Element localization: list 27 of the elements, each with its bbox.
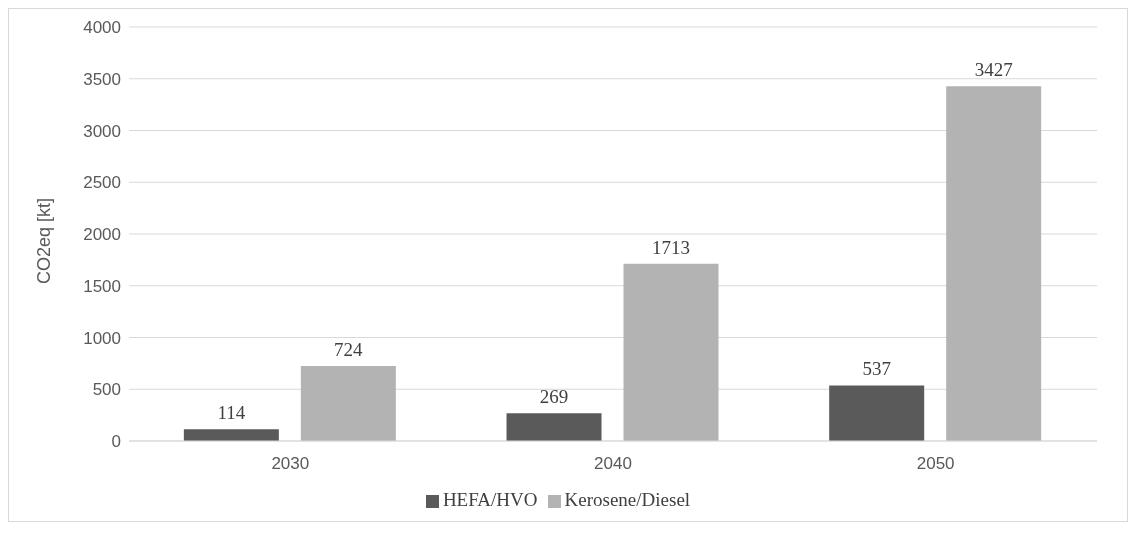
x-tick-label: 2040 <box>594 454 632 474</box>
data-label: 1713 <box>652 236 691 258</box>
legend-label: HEFA/HVO <box>442 489 538 510</box>
bar <box>829 385 925 441</box>
bar <box>506 413 602 441</box>
bar <box>946 86 1042 441</box>
data-label: 724 <box>334 339 364 361</box>
bar <box>623 263 719 441</box>
y-tick-label: 4000 <box>83 18 121 38</box>
data-label: 537 <box>862 358 891 380</box>
bar <box>183 429 279 441</box>
y-tick-label: 2000 <box>83 225 121 245</box>
y-tick-label: 2500 <box>83 173 121 193</box>
y-tick-label: 1000 <box>83 328 121 348</box>
legend-label: Kerosene/Diesel <box>564 489 691 510</box>
y-tick-label: 1500 <box>83 276 121 296</box>
y-tick-label: 3500 <box>83 69 121 89</box>
x-tick-label: 2050 <box>916 454 955 474</box>
x-tick-label: 2030 <box>271 454 310 474</box>
data-label: 3427 <box>974 59 1013 81</box>
bar <box>300 366 396 441</box>
y-tick-label: 0 <box>111 432 121 452</box>
y-axis-title: CO2eq [kt] <box>34 197 55 284</box>
y-tick-label: 500 <box>92 380 121 400</box>
y-tick-label: 3000 <box>83 121 121 141</box>
data-label: 114 <box>217 402 246 424</box>
data-label: 269 <box>539 386 569 408</box>
